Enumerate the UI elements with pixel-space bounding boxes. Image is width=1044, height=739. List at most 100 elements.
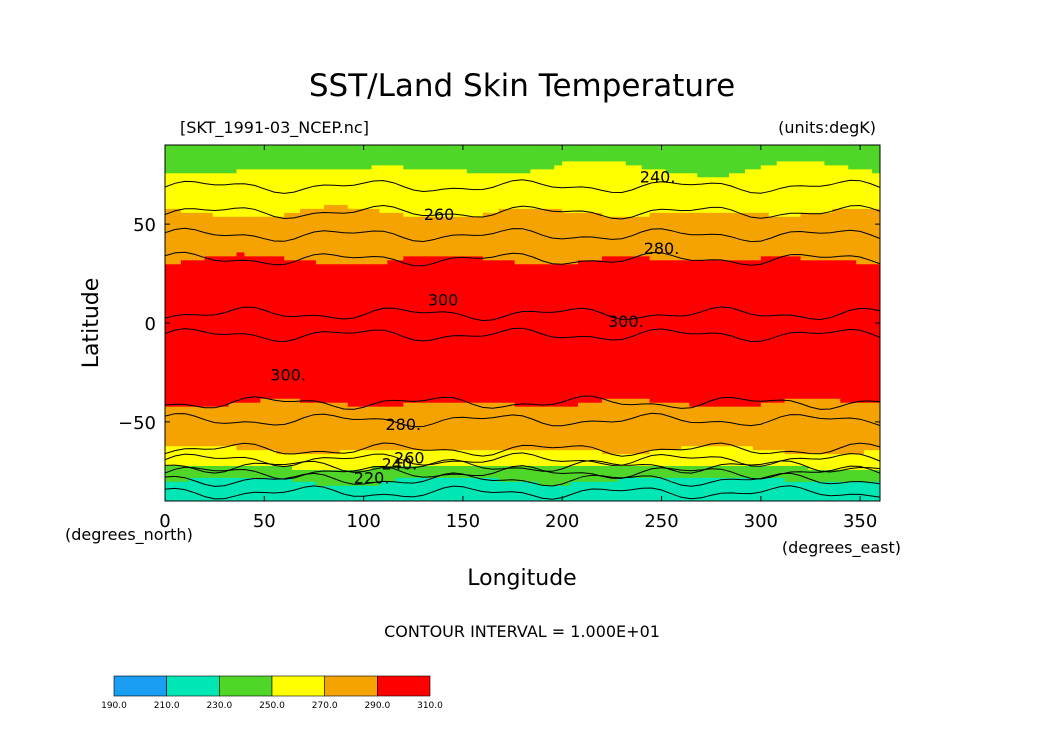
temperature-cell bbox=[331, 307, 341, 312]
temperature-cell bbox=[188, 247, 198, 253]
temperature-cell bbox=[522, 441, 532, 447]
temperature-cell bbox=[554, 208, 563, 213]
temperature-cell bbox=[292, 457, 301, 463]
temperature-cell bbox=[379, 326, 389, 332]
temperature-cell bbox=[355, 402, 365, 407]
temperature-cell bbox=[546, 148, 555, 154]
temperature-cell bbox=[403, 493, 412, 498]
temperature-cell bbox=[594, 402, 603, 407]
temperature-cell bbox=[244, 378, 253, 383]
temperature-cell bbox=[188, 263, 198, 269]
temperature-cell bbox=[578, 283, 587, 288]
temperature-cell bbox=[451, 152, 460, 158]
temperature-cell bbox=[498, 433, 508, 439]
temperature-cell bbox=[292, 461, 301, 466]
temperature-cell bbox=[284, 287, 293, 292]
temperature-cell bbox=[490, 208, 500, 213]
temperature-cell bbox=[347, 145, 357, 150]
temperature-cell bbox=[419, 421, 428, 427]
temperature-cell bbox=[443, 386, 452, 391]
temperature-cell bbox=[482, 184, 492, 190]
temperature-cell bbox=[204, 160, 214, 166]
temperature-cell bbox=[371, 437, 381, 443]
temperature-cell bbox=[387, 220, 396, 225]
temperature-cell bbox=[419, 291, 428, 296]
temperature-cell bbox=[371, 299, 381, 304]
temperature-cell bbox=[578, 366, 587, 372]
temperature-cell bbox=[506, 421, 516, 427]
temperature-cell bbox=[506, 311, 516, 316]
temperature-cell bbox=[165, 338, 174, 344]
temperature-cell bbox=[379, 220, 389, 225]
temperature-cell bbox=[236, 402, 246, 407]
temperature-cell bbox=[276, 394, 285, 399]
temperature-cell bbox=[458, 330, 468, 336]
temperature-cell bbox=[403, 425, 412, 431]
temperature-cell bbox=[355, 417, 365, 423]
temperature-cell bbox=[323, 489, 333, 494]
temperature-cell bbox=[482, 421, 492, 427]
temperature-cell bbox=[204, 168, 214, 174]
temperature-cell bbox=[196, 216, 206, 221]
temperature-cell bbox=[443, 180, 452, 186]
temperature-cell bbox=[204, 394, 214, 399]
temperature-cell bbox=[562, 251, 571, 257]
temperature-cell bbox=[244, 251, 253, 257]
temperature-cell bbox=[601, 441, 611, 447]
temperature-cell bbox=[530, 291, 539, 296]
temperature-cell bbox=[546, 172, 555, 178]
temperature-cell bbox=[220, 251, 230, 257]
temperature-cell bbox=[490, 425, 500, 431]
temperature-cell bbox=[331, 425, 341, 431]
temperature-cell bbox=[252, 188, 261, 194]
temperature-cell bbox=[411, 184, 420, 190]
temperature-cell bbox=[347, 208, 357, 213]
temperature-cell bbox=[411, 323, 420, 328]
temperature-cell bbox=[554, 180, 563, 186]
temperature-cell bbox=[506, 370, 516, 376]
temperature-cell bbox=[252, 295, 261, 300]
temperature-cell bbox=[387, 283, 396, 288]
temperature-cell bbox=[403, 188, 412, 194]
temperature-cell bbox=[538, 204, 547, 209]
temperature-cell bbox=[276, 224, 285, 229]
temperature-cell bbox=[427, 323, 436, 328]
temperature-cell bbox=[506, 188, 516, 194]
temperature-cell bbox=[490, 433, 500, 439]
temperature-cell bbox=[252, 212, 261, 217]
temperature-cell bbox=[530, 279, 539, 285]
temperature-cell bbox=[220, 382, 230, 387]
temperature-cell bbox=[212, 410, 222, 415]
temperature-cell bbox=[403, 366, 412, 372]
temperature-cell bbox=[458, 362, 468, 368]
temperature-cell bbox=[578, 457, 587, 463]
temperature-cell bbox=[355, 429, 365, 435]
temperature-cell bbox=[323, 216, 333, 221]
temperature-cell bbox=[180, 251, 190, 257]
temperature-cell bbox=[443, 350, 452, 356]
temperature-cell bbox=[172, 326, 182, 332]
temperature-cell bbox=[180, 354, 190, 360]
temperature-cell bbox=[379, 200, 389, 205]
temperature-cell bbox=[403, 410, 412, 415]
temperature-cell bbox=[347, 148, 357, 154]
temperature-cell bbox=[300, 148, 309, 154]
temperature-cell bbox=[252, 465, 261, 470]
temperature-cell bbox=[387, 441, 396, 447]
temperature-cell bbox=[180, 386, 190, 391]
temperature-cell bbox=[506, 196, 516, 201]
temperature-cell bbox=[427, 315, 436, 320]
temperature-cell bbox=[355, 247, 365, 253]
temperature-cell bbox=[260, 251, 269, 257]
temperature-cell bbox=[276, 370, 285, 376]
temperature-cell bbox=[498, 374, 508, 379]
temperature-cell bbox=[490, 216, 500, 221]
temperature-cell bbox=[268, 417, 277, 423]
temperature-cell bbox=[474, 148, 484, 154]
temperature-cell bbox=[601, 465, 611, 470]
temperature-cell bbox=[188, 469, 198, 474]
temperature-cell bbox=[530, 445, 539, 451]
temperature-cell bbox=[188, 148, 198, 154]
temperature-cell bbox=[490, 311, 500, 316]
temperature-cell bbox=[522, 374, 532, 379]
